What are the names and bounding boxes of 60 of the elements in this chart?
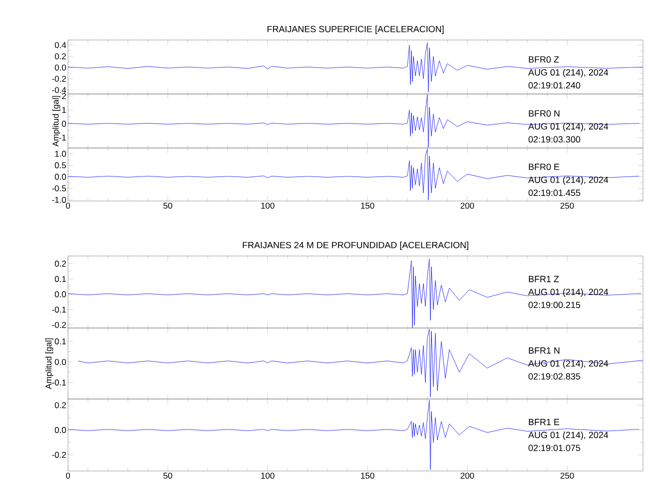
- annotation: BFR1 E: [528, 418, 560, 426]
- chart-title: FRAIJANES SUPERFICIE [ACELERACION]: [268, 26, 444, 34]
- line-series: [68, 400, 640, 470]
- y-tick-label: 0.2: [54, 260, 66, 267]
- y-tick-label: 0.0: [54, 291, 66, 298]
- annotation: BFR0 E: [528, 164, 560, 170]
- y-tick-label: 0.4: [54, 42, 66, 48]
- x-tick-label: 200: [460, 472, 474, 479]
- x-tick-label: 150: [361, 472, 374, 479]
- y-tick-label: -1.0: [52, 196, 66, 203]
- annotation: 02:19:01.075: [528, 444, 580, 452]
- y-tick-label: -0.2: [52, 322, 66, 328]
- annotation: AUG 01 (214), 2024: [528, 432, 608, 440]
- y-tick-label: 0.1: [54, 338, 66, 344]
- x-tick-label: 50: [163, 202, 172, 209]
- y-tick-label: 0.1: [54, 276, 66, 282]
- annotation: 02:19:02.835: [528, 373, 580, 380]
- y-tick-label: -0.1: [52, 380, 66, 386]
- y-tick-label: 2: [62, 93, 66, 100]
- x-tick-label: 50: [163, 472, 172, 479]
- y-tick-label: -1: [59, 134, 66, 141]
- y-tick-label: 0.0: [54, 64, 66, 71]
- x-tick-label: 200: [460, 202, 474, 209]
- y-tick-label: 0: [62, 120, 66, 127]
- annotation: AUG 01 (214), 2024: [528, 176, 608, 185]
- annotation: BFR0 N: [528, 110, 560, 117]
- annotation: 02:19:00.215: [528, 302, 580, 308]
- y-tick-label: 1: [62, 107, 66, 113]
- annotation: AUG 01 (214), 2024: [528, 122, 608, 132]
- y-tick-label: 1.0: [55, 150, 66, 157]
- y-tick-label: 0.0: [54, 427, 66, 434]
- y-tick-label: -0.5: [52, 185, 66, 192]
- annotation: BFR1 N: [528, 347, 560, 354]
- y-tick-label: 0.5: [54, 162, 66, 168]
- annotation: BFR1 Z: [528, 276, 559, 282]
- y-tick-label: -0.1: [52, 306, 66, 313]
- y-tick-label: -0.4: [52, 87, 66, 94]
- x-tick-label: 150: [361, 202, 374, 209]
- annotation: 02:19:03.300: [528, 136, 580, 143]
- line-series: [68, 258, 642, 328]
- x-tick-label: 100: [261, 202, 274, 209]
- x-tick-label: 250: [560, 472, 574, 479]
- y-tick-label: -0.2: [52, 76, 66, 82]
- annotation: 02:19:01.240: [528, 82, 580, 89]
- chart-title: FRAIJANES 24 M DE PROFUNDIDAD [ACELERACION]: [242, 242, 468, 250]
- x-tick-label: 250: [560, 202, 574, 209]
- line-series: [78, 328, 644, 398]
- annotation: BFR0 Z: [528, 56, 559, 63]
- annotation: 02:19:01.455: [528, 190, 580, 196]
- y-tick-label: -0.2: [52, 452, 66, 458]
- y-axis-title: Amplitud [gal]: [52, 96, 60, 147]
- line-series: [68, 94, 640, 148]
- y-tick-label: 0.0: [54, 174, 66, 180]
- y-tick-label: 0.2: [54, 402, 66, 408]
- y-tick-label: 0.0: [54, 358, 66, 365]
- line-series: [68, 148, 640, 200]
- y-tick-label: 0.2: [54, 53, 66, 60]
- annotation: AUG 01 (214), 2024: [528, 68, 608, 78]
- y-axis-title: Amplitud [gal]: [45, 338, 54, 390]
- x-tick-label: 100: [261, 472, 274, 479]
